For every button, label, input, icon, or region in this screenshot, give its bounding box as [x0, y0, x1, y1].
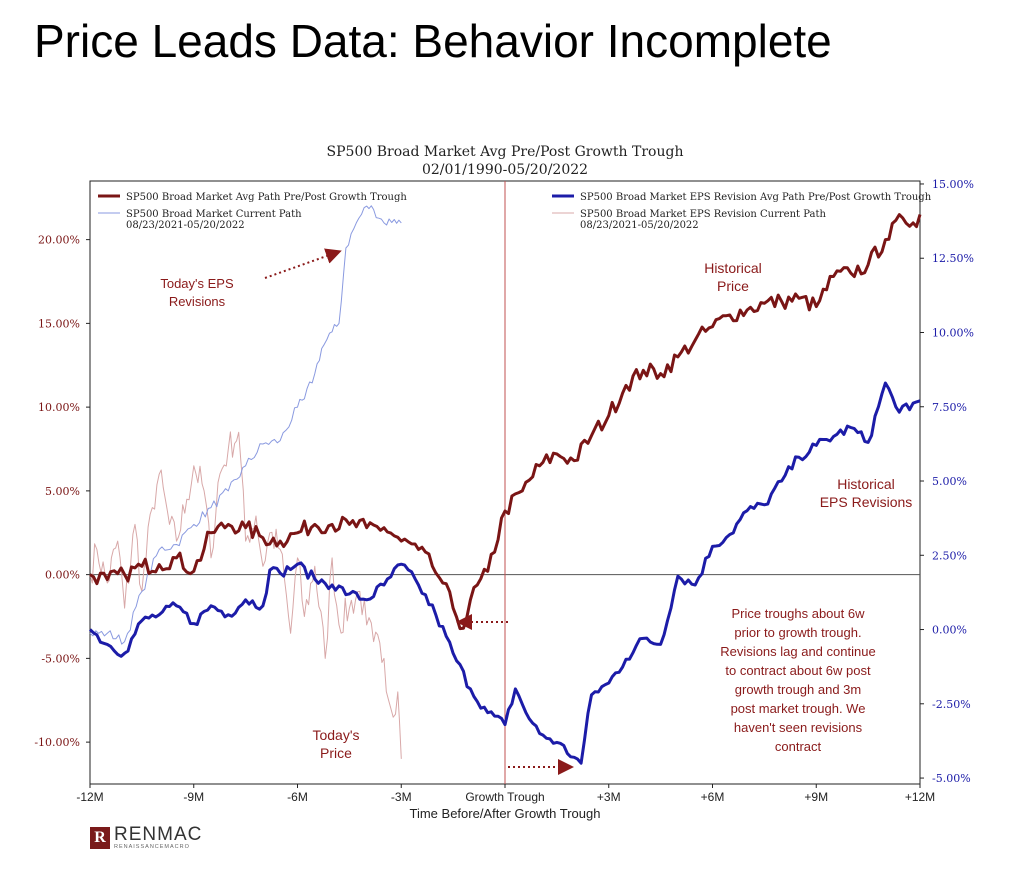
y-right-tick-label: 5.00%: [932, 475, 967, 488]
legend-right-label: SP500 Broad Market EPS Revision Avg Path…: [580, 192, 932, 203]
logo-mark: R: [90, 827, 110, 849]
annotation-3-line: Today's: [312, 727, 359, 743]
series-line-1: [88, 381, 921, 765]
y-left-tick-label: -5.00%: [41, 652, 80, 665]
x-tick-label: +12M: [905, 790, 935, 804]
x-tick-label: -9M: [183, 790, 204, 804]
x-tick-label: +9M: [804, 790, 828, 804]
series-line-2: [89, 205, 402, 645]
annotation-0-line: Today's EPS: [160, 276, 234, 291]
annotation-4-line: Revisions lag and continue: [720, 644, 875, 659]
y-right-tick-label: 7.50%: [932, 401, 967, 414]
x-tick-label: +3M: [597, 790, 621, 804]
legend-right-sublabel: 08/23/2021-05/20/2022: [580, 220, 699, 231]
legend-left-label: SP500 Broad Market Current Path: [126, 209, 302, 220]
series-line-3: [89, 431, 402, 759]
y-left-tick-label: 0.00%: [45, 569, 80, 582]
annotation-4-line: prior to growth trough.: [734, 625, 861, 640]
x-axis-label: Time Before/After Growth Trough: [410, 806, 601, 821]
annotation-2-line: Historical: [837, 476, 895, 492]
x-tick-label: -3M: [391, 790, 412, 804]
annotation-1-line: Historical: [704, 260, 762, 276]
chart-title: SP500 Broad Market Avg Pre/Post Growth T…: [327, 144, 684, 160]
y-right-tick-label: 12.50%: [932, 252, 974, 265]
y-right-tick-label: 15.00%: [932, 178, 974, 191]
x-tick-label: -6M: [287, 790, 308, 804]
annotation-0-line: Revisions: [169, 294, 226, 309]
y-left-tick-label: 10.00%: [38, 401, 80, 414]
annotation-4-line: contract: [775, 739, 822, 754]
series-line-0: [89, 213, 922, 631]
renmac-logo: R RENMAC RENAISSANCEMACRO: [90, 824, 203, 850]
y-right-tick-label: 2.50%: [932, 549, 967, 562]
y-right-tick-label: -5.00%: [932, 772, 971, 785]
y-left-tick-label: -10.00%: [34, 736, 80, 749]
x-tick-label: Growth Trough: [465, 790, 544, 804]
annotation-2-line: EPS Revisions: [820, 494, 913, 510]
annotation-4-line: Price troughs about 6w: [732, 606, 866, 621]
annotation-3-line: Price: [320, 745, 352, 761]
y-left-tick-label: 15.00%: [38, 317, 80, 330]
annotation-4-line: post market trough. We: [731, 701, 866, 716]
y-right-tick-label: 0.00%: [932, 624, 967, 637]
legend-right-label: SP500 Broad Market EPS Revision Current …: [580, 209, 826, 220]
slide-title: Price Leads Data: Behavior Incomplete: [34, 15, 832, 67]
y-left-tick-label: 5.00%: [45, 485, 80, 498]
legend-left-label: SP500 Broad Market Avg Path Pre/Post Gro…: [126, 192, 407, 203]
x-tick-label: -12M: [76, 790, 103, 804]
annotation-1-line: Price: [717, 278, 749, 294]
x-tick-label: +6M: [701, 790, 725, 804]
y-left-tick-label: 20.00%: [38, 234, 80, 247]
annotation-4-line: haven't seen revisions: [734, 720, 863, 735]
legend-left-sublabel: 08/23/2021-05/20/2022: [126, 220, 245, 231]
y-right-tick-label: -2.50%: [932, 698, 971, 711]
annotation-4-line: to contract about 6w post: [725, 663, 871, 678]
annotation-4-line: growth trough and 3m: [735, 682, 861, 697]
chart-subtitle: 02/01/1990-05/20/2022: [422, 162, 588, 178]
logo-brand: RENMAC: [114, 824, 203, 845]
y-right-tick-label: 10.00%: [932, 326, 974, 339]
logo-sub: RENAISSANCEMACRO: [114, 844, 190, 850]
annotation-arrow-0: [264, 248, 342, 279]
